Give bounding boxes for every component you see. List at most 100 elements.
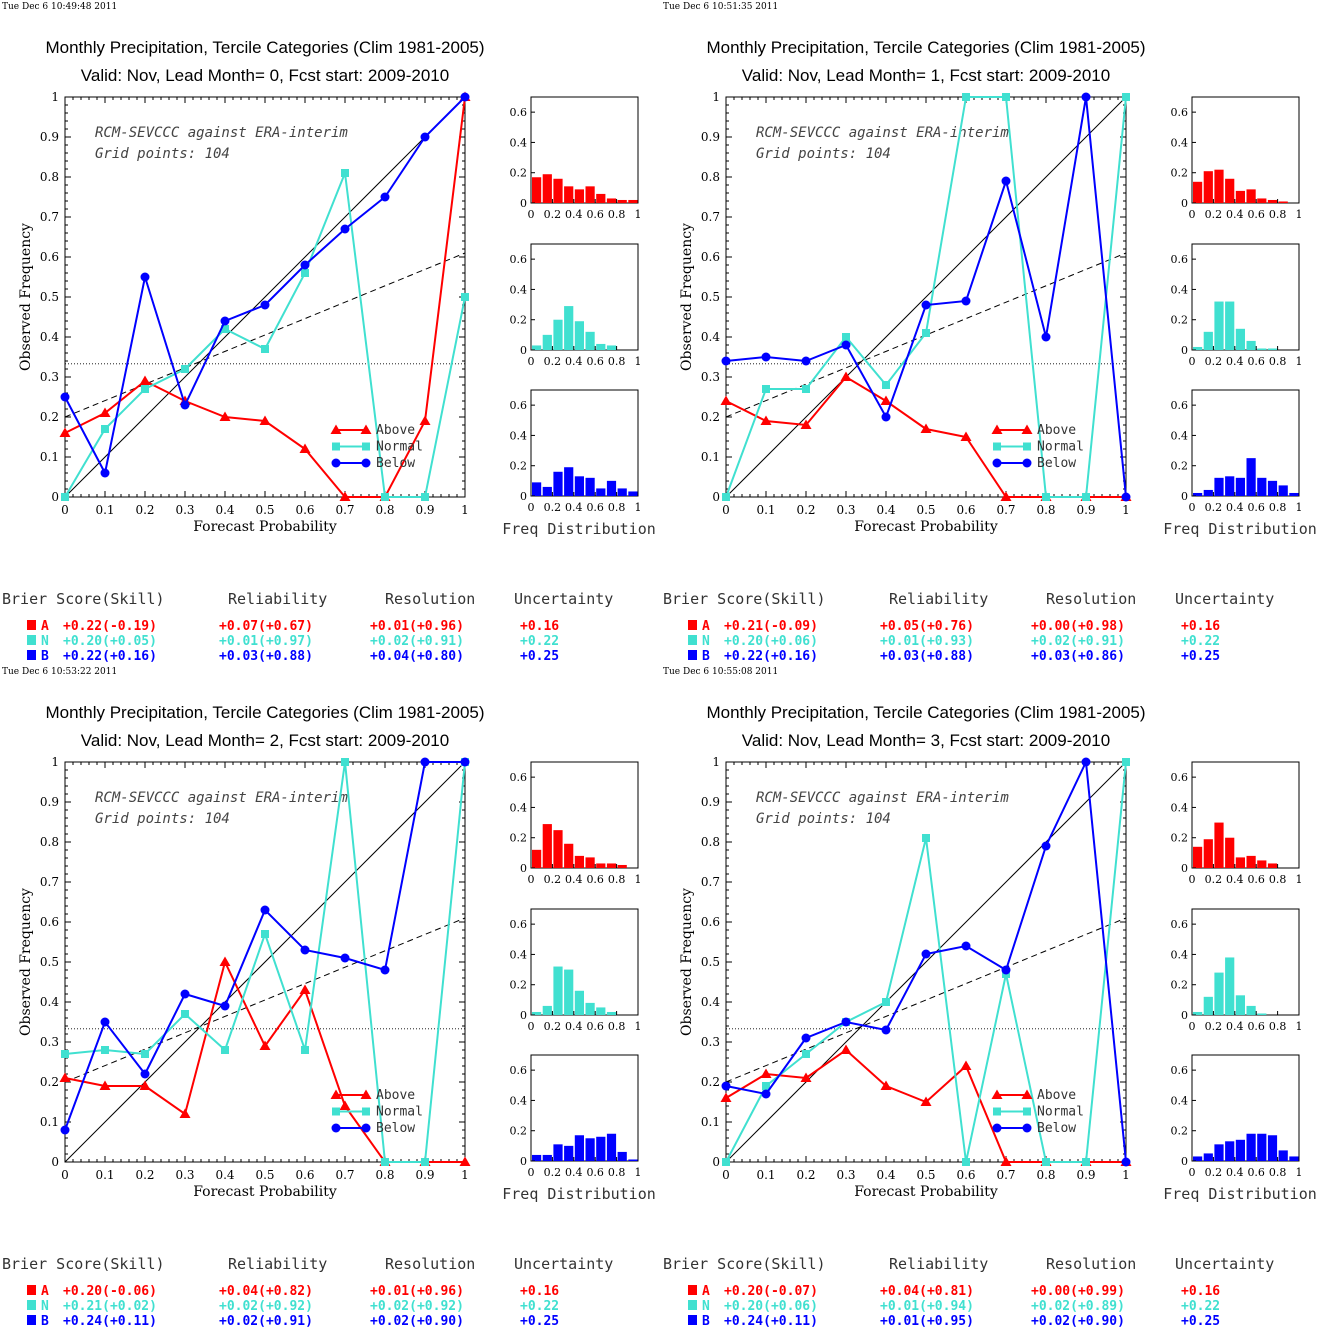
- histogram-x-tick-label: 0.8: [1269, 208, 1287, 221]
- resolution-value: +0.01(+0.96): [370, 1284, 464, 1299]
- histogram-y-tick-label: 0.2: [510, 460, 528, 473]
- y-tick-label: 0.6: [701, 915, 720, 929]
- timestamp: Tue Dec 6 10:55:08 2011: [663, 667, 778, 677]
- y-tick-label: 0.9: [701, 130, 720, 144]
- data-point-below: [460, 92, 470, 102]
- histogram-frame: [530, 761, 639, 869]
- x-tick-label: 1: [461, 1168, 469, 1182]
- histogram-bar: [1214, 1144, 1224, 1161]
- histogram-x-tick-label: 1: [1296, 1020, 1303, 1033]
- histogram-bar: [628, 491, 638, 496]
- histogram-normal: 00.20.40.60 0.2 0.4 0.6 0.8 1: [510, 908, 642, 1033]
- histogram-x-tick-label: 0.2: [1205, 1020, 1223, 1033]
- histogram-y-tick-label: 0.6: [1171, 918, 1189, 931]
- data-point-below: [220, 1001, 230, 1011]
- legend-marker-below: [992, 1123, 1002, 1133]
- legend-marker-below: [1022, 1123, 1032, 1133]
- y-tick-label: 0.2: [701, 410, 720, 424]
- chart-subtitle: Valid: Nov, Lead Month= 0, Fcst start: 2…: [81, 66, 449, 85]
- data-point-normal: [922, 329, 930, 337]
- histogram-bar: [542, 486, 552, 496]
- legend-marker-above: [330, 1089, 342, 1099]
- uncertainty-value: +0.25: [1181, 649, 1220, 664]
- histogram-normal: 00.20.40.60 0.2 0.4 0.6 0.8 1: [1171, 908, 1303, 1033]
- no-skill-line: [725, 917, 1127, 1083]
- histogram-x-tick-label: 0.8: [608, 501, 626, 514]
- x-tick-label: 0.2: [135, 1168, 154, 1182]
- x-tick-label: 0.3: [836, 503, 855, 517]
- x-axis-label: Forecast Probability: [854, 519, 998, 535]
- histogram-bar: [1235, 1139, 1245, 1161]
- histogram-y-tick-label: 0.6: [510, 918, 528, 931]
- data-point-above: [840, 1044, 852, 1054]
- score-header: Uncertainty: [1175, 1255, 1274, 1273]
- legend-marker-above: [330, 424, 342, 434]
- resolution-value: +0.02(+0.92): [370, 1299, 464, 1314]
- data-point-below: [761, 352, 771, 362]
- resolution-value: +0.04(+0.80): [370, 649, 464, 664]
- data-point-below: [1001, 965, 1011, 975]
- histogram-bar: [1193, 492, 1203, 496]
- histogram-y-tick-label: 0: [520, 1009, 527, 1022]
- data-point-above: [920, 1096, 932, 1106]
- brier-score-value: +0.21(-0.09): [724, 619, 818, 634]
- annotation-model: RCM-SEVCCC against ERA-interim: [756, 125, 1009, 141]
- histogram-bar: [1193, 1011, 1203, 1015]
- histogram-bar: [585, 1002, 595, 1015]
- histogram-y-tick-label: 0.6: [510, 771, 528, 784]
- histogram-y-tick-label: 0: [1181, 1155, 1188, 1168]
- histogram-bar: [1246, 189, 1256, 203]
- annotation-model: RCM-SEVCCC against ERA-interim: [95, 125, 348, 141]
- histogram-x-tick-label: 0.2: [1205, 208, 1223, 221]
- histogram-bar: [553, 178, 563, 203]
- data-point-normal: [141, 1050, 149, 1058]
- histogram-x-axis-label: Freq Distribution: [502, 520, 656, 538]
- histogram-bar: [1193, 346, 1203, 350]
- data-point-normal: [1122, 93, 1130, 101]
- histogram-bar: [1214, 301, 1224, 350]
- chart-subtitle: Valid: Nov, Lead Month= 3, Fcst start: 2…: [742, 731, 1110, 750]
- histogram-y-tick-label: 0.2: [1171, 167, 1189, 180]
- histogram-bar: [1214, 169, 1224, 203]
- histogram-bar: [532, 1011, 542, 1015]
- histogram-bar: [617, 488, 627, 496]
- histogram-bar: [532, 849, 542, 868]
- resolution-value: +0.02(+0.90): [1031, 1314, 1125, 1329]
- score-row-swatch-below: [688, 1315, 697, 1325]
- score-row-label: B: [41, 1314, 49, 1329]
- x-tick-label: 0.7: [335, 503, 354, 517]
- score-row-swatch-normal: [27, 635, 36, 645]
- data-point-normal: [341, 169, 349, 177]
- reliability-value: +0.04(+0.82): [219, 1284, 313, 1299]
- no-skill-line: [64, 917, 466, 1083]
- histogram-bar: [564, 969, 574, 1015]
- histogram-y-tick-label: 0: [1181, 862, 1188, 875]
- chart-title: Monthly Precipitation, Tercile Categorie…: [706, 38, 1145, 57]
- histogram-x-tick-label: 0.8: [1269, 1020, 1287, 1033]
- histogram-x-tick-label: 0.2: [544, 501, 562, 514]
- data-point-below: [180, 989, 190, 999]
- histogram-y-tick-label: 0.6: [510, 106, 528, 119]
- x-tick-label: 0.8: [1036, 1168, 1055, 1182]
- histogram-y-tick-label: 0: [520, 197, 527, 210]
- data-point-below: [380, 192, 390, 202]
- score-row-label: N: [41, 1299, 49, 1314]
- histogram-bar: [1278, 485, 1288, 496]
- histogram-x-tick-label: 0.6: [586, 873, 604, 886]
- histogram-y-tick-label: 0.4: [510, 1094, 528, 1107]
- score-row-swatch-below: [688, 650, 697, 660]
- timestamp: Tue Dec 6 10:53:22 2011: [2, 667, 117, 677]
- histogram-bar: [564, 1145, 574, 1161]
- score-row-label: B: [702, 649, 710, 664]
- y-tick-label: 0.2: [40, 410, 59, 424]
- histogram-bar: [1257, 198, 1267, 203]
- score-row-swatch-above: [27, 620, 36, 630]
- brier-score-value: +0.24(+0.11): [63, 1314, 157, 1329]
- histogram-x-tick-label: 0.4: [565, 1166, 583, 1179]
- brier-score-value: +0.20(+0.05): [63, 634, 157, 649]
- data-point-normal: [101, 425, 109, 433]
- histogram-x-tick-label: 0.4: [565, 873, 583, 886]
- histogram-bar: [553, 319, 563, 350]
- data-point-above: [800, 419, 812, 429]
- histogram-bar: [574, 476, 584, 496]
